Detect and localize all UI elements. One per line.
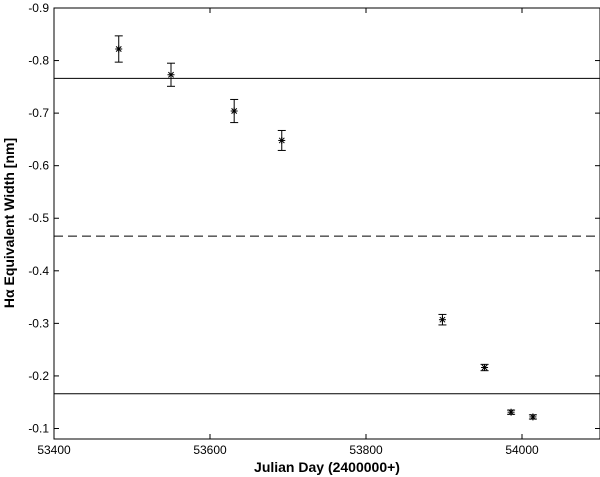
y-tick-label: -0.9 <box>28 1 49 15</box>
asterisk-marker <box>115 46 122 52</box>
y-tick-label: -0.8 <box>28 54 49 68</box>
x-axis-label: Julian Day (2400000+) <box>254 459 400 475</box>
data-point <box>528 413 537 421</box>
x-tick-label: 53800 <box>349 443 383 457</box>
asterisk-marker <box>168 71 174 78</box>
data-point <box>230 98 239 124</box>
x-axis-ticks: 53400 53600 53800 54000 <box>37 8 539 457</box>
data-point <box>438 313 447 326</box>
y-tick-label: -0.7 <box>28 106 49 120</box>
asterisk-marker <box>529 413 536 420</box>
data-point <box>480 363 489 372</box>
y-tick-label: -0.5 <box>28 211 49 225</box>
plot-area <box>53 7 600 440</box>
y-tick-label: -0.4 <box>28 264 49 278</box>
y-axis-label: Hα Equivalent Width [nm] <box>1 138 17 308</box>
y-tick-label: -0.1 <box>28 421 49 435</box>
data-point <box>167 62 175 87</box>
y-axis-ticks: -0.9 -0.8 -0.7 -0.6 -0.5 -0.4 -0.3 -0.2 -0.1 <box>28 1 600 435</box>
data-point <box>114 35 123 63</box>
x-tick-label: 53400 <box>37 443 71 457</box>
reference-lines <box>54 77 600 395</box>
asterisk-marker <box>278 137 285 144</box>
asterisk-marker <box>231 108 238 114</box>
data-points <box>114 35 537 421</box>
asterisk-marker <box>439 316 446 323</box>
data-point <box>507 408 516 416</box>
asterisk-marker <box>481 364 488 371</box>
x-tick-label: 53600 <box>193 443 227 457</box>
x-tick-label: 54000 <box>505 443 539 457</box>
asterisk-marker <box>508 409 515 416</box>
y-tick-label: -0.3 <box>28 316 49 330</box>
data-point <box>277 129 286 151</box>
y-tick-label: -0.2 <box>28 369 49 383</box>
y-tick-label: -0.6 <box>28 159 49 173</box>
